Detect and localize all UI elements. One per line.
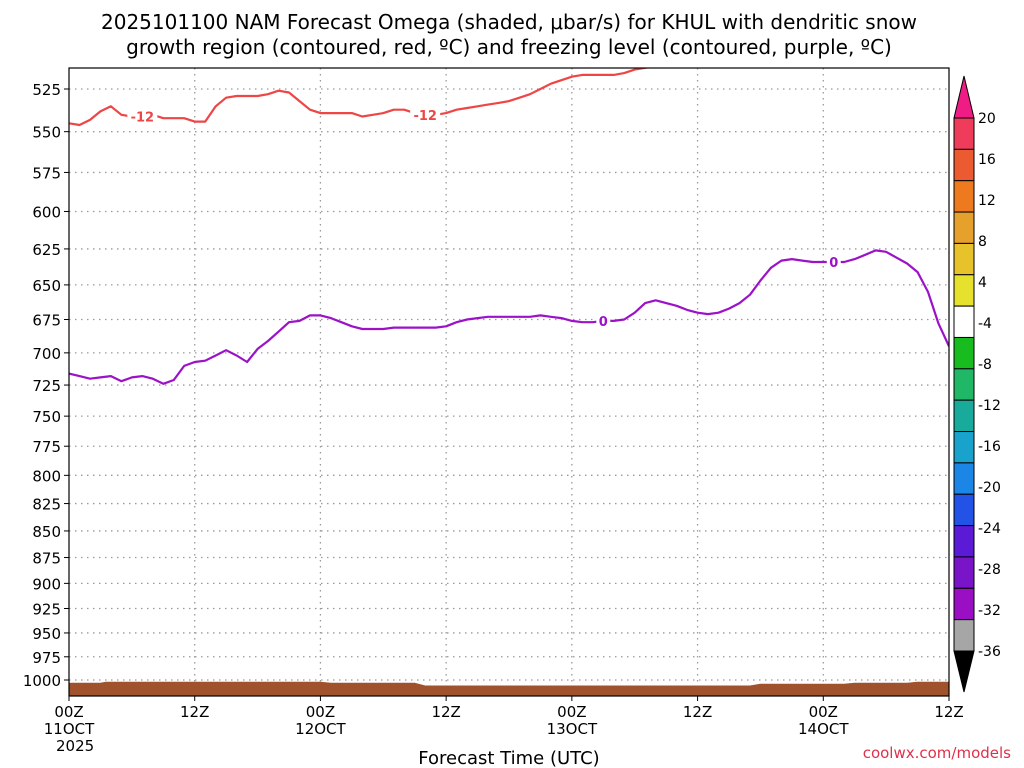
credit-text: coolwx.com/models: [863, 744, 1011, 762]
colorbar-swatch: [953, 399, 975, 433]
chart-title-line-1: 2025101100 NAM Forecast Omega (shaded, μ…: [101, 10, 917, 34]
y-tick-label: 600: [32, 203, 61, 221]
terrain-layer: [69, 681, 949, 696]
x-tick-label: 2025: [56, 737, 94, 755]
colorbar-tick-label: -16: [978, 439, 1001, 455]
colorbar-tick-label: 4: [978, 275, 987, 291]
series-line-dgz: [69, 68, 651, 127]
colorbar-swatch: [953, 211, 975, 244]
y-tick-label: 550: [32, 124, 61, 142]
y-tick-label: 575: [32, 164, 61, 182]
y-tick-label: 650: [32, 277, 61, 295]
y-tick-label: 750: [32, 408, 61, 426]
x-tick-label: 00Z: [54, 703, 83, 721]
colorbar-swatch: [953, 274, 975, 307]
contour-label-dgz: -12: [413, 109, 437, 124]
colorbar-tick-label: -12: [978, 398, 1001, 414]
colorbar-swatch: [953, 431, 975, 464]
x-axis-title: Forecast Time (UTC): [418, 748, 599, 768]
y-tick-label: 975: [32, 649, 61, 667]
x-tick-label: 12Z: [431, 703, 460, 721]
x-tick-label: 00Z: [557, 703, 586, 721]
colorbar-swatch: [953, 462, 975, 495]
series-freezing: 00: [69, 249, 949, 385]
y-axis: 525 550 575 600 625 650 675 700 725 750 775 800 825 8…: [23, 81, 69, 690]
colorbar-swatch: [953, 556, 975, 589]
colorbar-tick-label: -28: [978, 562, 1001, 578]
colorbar-tick-label: 12: [978, 193, 996, 209]
colorbar-swatch: [953, 180, 975, 213]
colorbar-swatch: [953, 242, 975, 276]
colorbar-tick-label: -24: [978, 521, 1001, 537]
colorbar-swatch: [953, 368, 975, 401]
chart-title-line-2: growth region (contoured, red, ºC) and f…: [126, 35, 892, 59]
colorbar-swatch: [953, 336, 975, 370]
terrain-fill: [69, 681, 949, 696]
x-tick-label: 00Z: [809, 703, 838, 721]
x-tick-label: 13OCT: [547, 720, 598, 738]
x-tick-label: 12OCT: [295, 720, 346, 738]
x-tick-label: 11OCT: [44, 720, 95, 738]
plot-frame: [68, 67, 950, 697]
y-tick-label: 950: [32, 625, 61, 643]
colorbar-under-triangle: [953, 650, 975, 693]
grid-lines: [69, 68, 949, 696]
contour-label-freezing: 0: [599, 315, 608, 330]
colorbar-tick-label: -32: [978, 603, 1001, 619]
colorbar-swatch: [953, 305, 975, 338]
x-tick-label: 12Z: [683, 703, 712, 721]
colorbar-tick-label: 20: [978, 111, 996, 127]
colorbar-tick-label: 8: [978, 234, 987, 250]
colorbar-tick-label: -4: [978, 316, 992, 332]
y-tick-label: 1000: [23, 672, 61, 690]
contour-label-bg-dgz: [127, 108, 158, 125]
series-line-freezing: [69, 249, 949, 385]
series-dgz: -12 -12: [69, 68, 651, 127]
omega-colorbar: 20 16 12 8 4 -4 -8 -12 -16 -20 -24 -28 -32 -36: [953, 75, 1001, 693]
y-tick-label: 700: [32, 345, 61, 363]
colorbar-tick-label: -8: [978, 357, 992, 373]
y-tick-label: 800: [32, 467, 61, 485]
contour-label-freezing: 0: [829, 256, 838, 271]
y-tick-label: 625: [32, 241, 61, 259]
y-tick-label: 775: [32, 438, 61, 456]
colorbar-swatch: [953, 493, 975, 527]
colorbar-swatch: [953, 587, 975, 621]
x-tick-label: 12Z: [934, 703, 963, 721]
y-tick-label: 675: [32, 312, 61, 330]
x-tick-label: 00Z: [306, 703, 335, 721]
colorbar-over-triangle: [953, 75, 975, 119]
colorbar-swatch: [953, 525, 975, 558]
contour-label-bg-freezing: [596, 312, 611, 329]
y-tick-label: 900: [32, 575, 61, 593]
x-tick-label: 14OCT: [798, 720, 849, 738]
colorbar-swatch: [953, 619, 975, 652]
colorbar-tick-label: -20: [978, 480, 1001, 496]
y-tick-label: 825: [32, 496, 61, 514]
colorbar-swatch: [953, 148, 975, 182]
colorbar-swatch: [953, 117, 975, 150]
contour-label-bg-dgz: [410, 106, 441, 123]
y-tick-label: 725: [32, 377, 61, 395]
contour-label-bg-freezing: [826, 254, 841, 271]
contour-label-dgz: -12: [131, 111, 155, 126]
y-tick-label: 525: [32, 81, 61, 99]
plot-background: [69, 68, 949, 696]
y-tick-label: 925: [32, 600, 61, 618]
x-tick-label: 12Z: [180, 703, 209, 721]
y-tick-label: 875: [32, 550, 61, 568]
colorbar-tick-label: -36: [978, 644, 1001, 660]
colorbar-tick-label: 16: [978, 152, 996, 168]
y-tick-label: 850: [32, 523, 61, 541]
